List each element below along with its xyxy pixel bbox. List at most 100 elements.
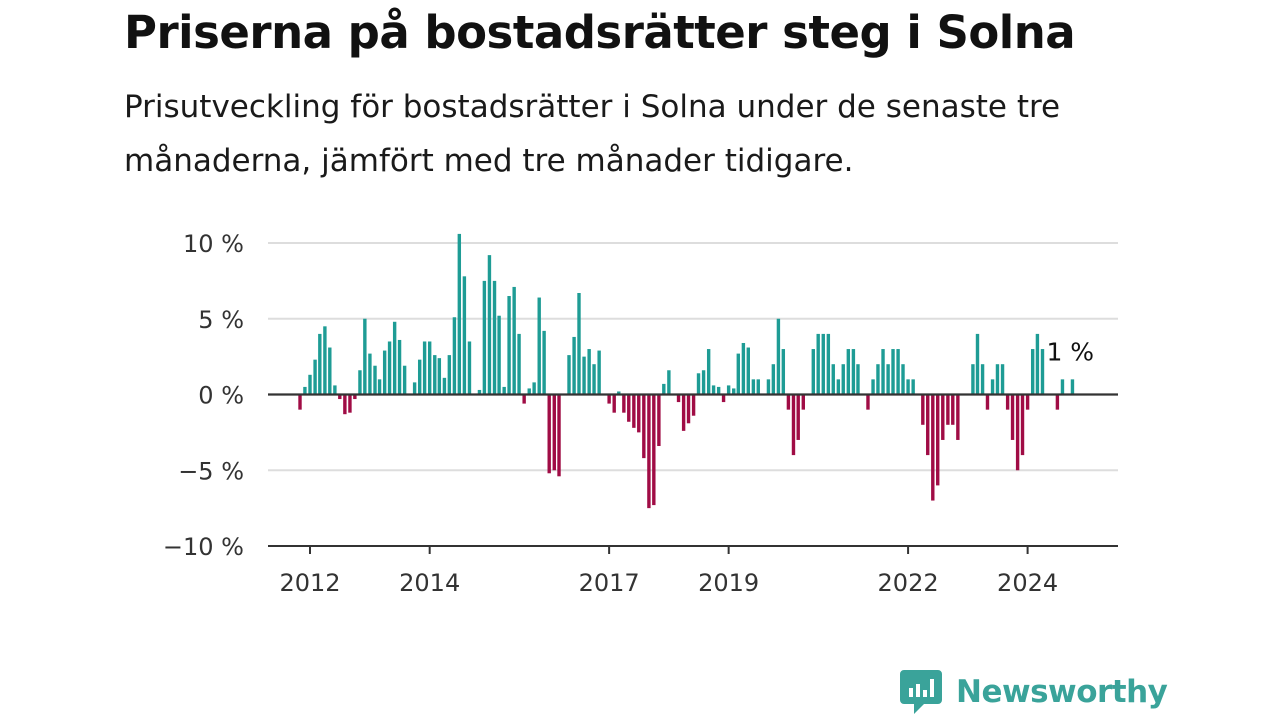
chart-title: Priserna på bostadsrätter steg i Solna bbox=[124, 6, 1076, 59]
bar bbox=[881, 349, 885, 395]
bar bbox=[1035, 333, 1040, 395]
bar bbox=[353, 394, 357, 400]
bar bbox=[397, 339, 402, 395]
bar bbox=[502, 386, 506, 395]
bar bbox=[542, 330, 546, 395]
y-tick-label: 10 % bbox=[183, 230, 244, 258]
x-tick-label: 2017 bbox=[579, 569, 640, 597]
bar bbox=[427, 341, 432, 395]
bar bbox=[387, 341, 392, 395]
x-tick-label: 2012 bbox=[279, 569, 340, 597]
grid-lines bbox=[268, 242, 1118, 472]
bar bbox=[617, 391, 621, 395]
bar bbox=[676, 394, 681, 403]
bar bbox=[866, 394, 870, 410]
bar bbox=[338, 394, 342, 400]
bar bbox=[657, 394, 661, 447]
bar bbox=[552, 394, 556, 471]
bar bbox=[537, 297, 541, 395]
bar bbox=[846, 349, 851, 395]
bar bbox=[1055, 394, 1060, 410]
bar bbox=[627, 394, 631, 422]
y-tick-label: 0 % bbox=[198, 382, 244, 410]
bar bbox=[382, 350, 387, 395]
bar bbox=[856, 364, 860, 395]
bar bbox=[771, 364, 776, 395]
bar bbox=[447, 355, 452, 395]
bar bbox=[457, 233, 462, 395]
bar bbox=[622, 394, 626, 413]
bar bbox=[921, 394, 925, 425]
bar bbox=[995, 364, 1000, 395]
bar bbox=[642, 394, 646, 459]
bar bbox=[477, 389, 482, 395]
bar bbox=[971, 364, 975, 395]
bar bbox=[766, 379, 771, 395]
bar bbox=[497, 315, 501, 395]
bar bbox=[985, 394, 990, 410]
bar bbox=[582, 356, 586, 395]
bar bbox=[936, 394, 940, 486]
bar bbox=[348, 394, 352, 413]
bar bbox=[303, 386, 307, 395]
bar bbox=[1015, 394, 1020, 471]
bar bbox=[1030, 349, 1035, 395]
bar bbox=[298, 394, 302, 410]
bar bbox=[826, 333, 831, 395]
x-tick-label: 2024 bbox=[997, 569, 1058, 597]
bar bbox=[592, 364, 596, 395]
bar bbox=[711, 385, 716, 395]
bar bbox=[980, 364, 985, 395]
bar bbox=[482, 280, 487, 395]
brand-name: Newsworthy bbox=[956, 674, 1168, 710]
bar bbox=[377, 379, 382, 395]
bar bbox=[1000, 364, 1005, 395]
y-tick-label: −5 % bbox=[178, 457, 244, 485]
bar bbox=[467, 341, 472, 395]
bar bbox=[876, 364, 880, 395]
bar bbox=[871, 379, 875, 395]
bar bbox=[886, 364, 890, 395]
y-tick-label: −10 % bbox=[163, 533, 244, 561]
bar bbox=[647, 394, 651, 509]
bar bbox=[1070, 379, 1075, 395]
bar bbox=[452, 317, 457, 395]
chart-subtitle: Prisutveckling för bostadsrätter i Solna… bbox=[124, 89, 1061, 179]
bar bbox=[612, 394, 616, 413]
bar bbox=[557, 394, 561, 477]
bar bbox=[662, 383, 666, 395]
newsworthy-logo-icon bbox=[900, 670, 942, 714]
bar bbox=[786, 394, 791, 410]
bar bbox=[896, 349, 900, 395]
bar bbox=[637, 394, 641, 433]
bar bbox=[975, 333, 980, 395]
bar bbox=[507, 296, 511, 395]
bar bbox=[701, 370, 706, 395]
bar bbox=[567, 355, 571, 395]
bar bbox=[801, 394, 805, 410]
bar bbox=[323, 326, 327, 395]
bar bbox=[358, 370, 362, 395]
bar bbox=[706, 349, 711, 395]
labels: 10 % 5 % 0 % −5 % −10 % 2012 2014 2017 2019 2022 2… bbox=[163, 230, 1094, 597]
bar bbox=[1060, 379, 1065, 395]
last-value-label: 1 % bbox=[1046, 338, 1094, 367]
bar bbox=[990, 379, 995, 395]
bar bbox=[577, 293, 581, 395]
bar bbox=[313, 359, 317, 395]
x-tick-label: 2019 bbox=[698, 569, 759, 597]
bar bbox=[587, 349, 591, 395]
bar bbox=[741, 342, 746, 395]
bar bbox=[437, 358, 442, 395]
bar bbox=[721, 394, 726, 403]
bar bbox=[1005, 394, 1010, 410]
bar bbox=[732, 388, 736, 395]
bar bbox=[527, 388, 531, 395]
bar bbox=[368, 353, 372, 395]
bar bbox=[652, 394, 656, 506]
bar bbox=[891, 349, 895, 395]
bar bbox=[776, 318, 781, 395]
bar bbox=[597, 350, 601, 395]
bars bbox=[298, 233, 1075, 509]
bar bbox=[422, 341, 427, 395]
